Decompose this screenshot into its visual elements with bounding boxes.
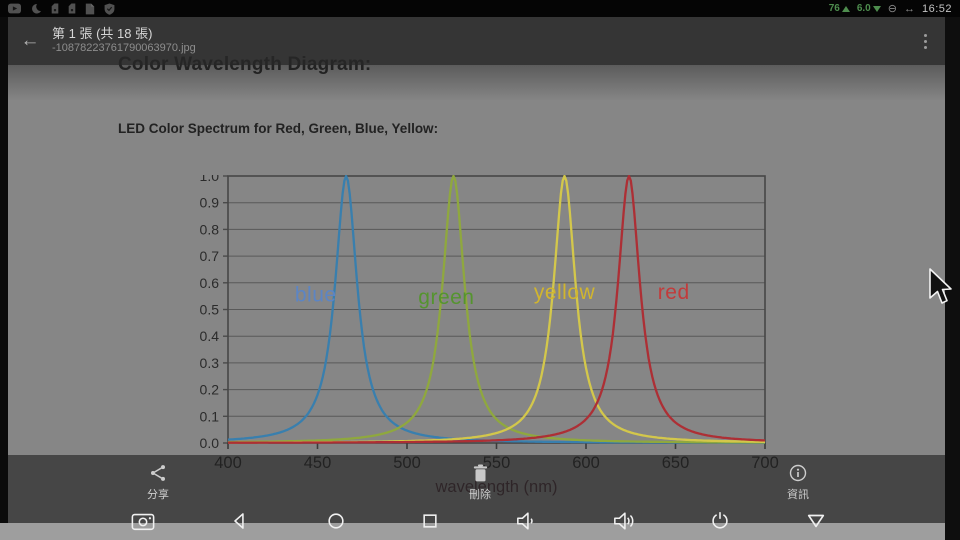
clock: 16:52 [921,2,952,15]
y-tick-label: 0.7 [200,248,220,264]
file-icon [85,3,95,15]
back-icon [230,511,250,536]
y-tick-label: 0.9 [200,195,220,211]
y-tick-label: 0.6 [200,275,220,291]
curve-label-blue: blue [295,283,337,306]
overflow-menu-icon[interactable] [913,29,937,53]
letterbox-right [945,17,960,540]
nav-back-button[interactable] [225,508,255,538]
photo-view[interactable]: Color Wavelength Diagram: LED Color Spec… [8,17,945,523]
nav-volume-up-button[interactable] [609,508,639,538]
nav-recents-button[interactable] [415,508,445,538]
dnd-icon: ⊖ [887,3,897,15]
action-label: 分享 [147,489,169,501]
document-subtitle: LED Color Spectrum for Red, Green, Blue,… [118,121,439,136]
navigation-bar [0,505,960,540]
hide-nav-icon [805,511,827,536]
y-tick-label: 0.8 [200,221,220,237]
gallery-header: ← 第 1 張 (共 18 張) -10878223761790063970.j… [8,17,945,65]
mouse-cursor [929,268,952,304]
action-share[interactable]: 分享 [126,463,190,502]
nav-volume-down-button[interactable] [512,508,542,538]
nav-screenshot-button[interactable] [128,508,158,538]
header-scrim [8,65,945,101]
info-icon [788,463,808,483]
y-tick-label: 0.1 [200,408,220,424]
y-tick-label: 0.2 [200,382,220,398]
filename-label: -10878223761790063970.jpg [52,42,196,55]
recents-icon [420,511,440,536]
action-label: 刪除 [469,489,491,501]
usb-icon: ↔ [903,2,915,15]
y-tick-label: 0.0 [200,435,220,451]
nav-hide-nav-button[interactable] [801,508,831,538]
net-speed-up: 76 [829,3,850,14]
shield-check-icon [104,3,115,15]
status-bar-notification-icons [8,3,115,15]
y-tick-label: 0.3 [200,355,220,371]
arrow-up-icon [841,5,850,12]
arrow-down-icon [872,5,881,12]
action-trash[interactable]: 刪除 [448,463,512,502]
moon-icon [30,3,42,15]
home-icon [326,511,346,536]
screenshot-icon [131,510,155,537]
page-title: 第 1 張 (共 18 張) [52,26,153,41]
y-tick-label: 1.0 [200,175,220,184]
photo-action-bar: 分享 刪除 資訊 [8,455,945,523]
curve-label-green: green [418,286,474,309]
net-speed-down: 6.0 [857,3,881,14]
back-button[interactable]: ← [20,30,40,51]
power-icon [710,510,730,536]
action-label: 資訊 [787,489,809,501]
sim-icon [68,3,76,14]
volume-up-icon [612,510,636,537]
share-icon [148,463,168,483]
y-tick-label: 0.5 [200,302,220,318]
curve-label-red: red [658,281,690,304]
curve-red [228,175,765,444]
status-bar-system-icons: 76 6.0 ⊖ ↔ 16:52 [829,2,952,16]
y-tick-label: 0.4 [200,328,220,344]
curve-label-yellow: yellow [534,281,596,304]
trash-icon [471,463,490,483]
action-info[interactable]: 資訊 [766,463,830,502]
volume-down-icon [515,510,539,537]
nav-power-button[interactable] [705,508,735,538]
youtube-icon [8,3,21,14]
letterbox-left [0,17,8,523]
nav-home-button[interactable] [321,508,351,538]
curve-green [227,175,765,444]
sim-icon [51,3,59,14]
status-bar: 76 6.0 ⊖ ↔ 16:52 [0,0,960,17]
